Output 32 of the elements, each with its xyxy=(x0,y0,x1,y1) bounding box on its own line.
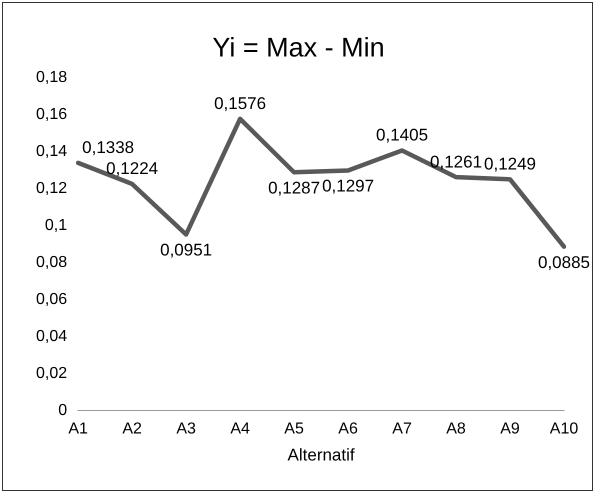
y-tick-label: 0,18 xyxy=(36,68,68,86)
x-tick-label: A7 xyxy=(392,420,412,438)
x-tick-label: A5 xyxy=(284,420,304,438)
y-tick-label: 0,08 xyxy=(36,254,68,271)
x-tick-label: A3 xyxy=(176,420,196,438)
x-tick-label: A6 xyxy=(338,420,358,438)
chart-title: Yi = Max - Min xyxy=(212,32,385,63)
x-tick-label: A8 xyxy=(446,420,466,438)
x-tick-label: A4 xyxy=(230,420,250,438)
data-label: 0,1249 xyxy=(484,154,536,174)
x-tick-label: A9 xyxy=(500,420,520,438)
data-label: 0,1576 xyxy=(214,94,266,114)
y-tick-label: 0 xyxy=(58,402,68,419)
data-label: 0,1287 xyxy=(268,178,320,198)
x-axis-title: Alternatif xyxy=(288,445,355,464)
y-tick-label: 0,14 xyxy=(36,142,68,160)
y-tick-label: 0,16 xyxy=(36,106,68,123)
y-tick-label: 0,06 xyxy=(36,290,68,308)
y-tick-label: 0,02 xyxy=(36,364,68,382)
data-label: 0,1261 xyxy=(430,152,482,172)
data-label: 0,1224 xyxy=(106,159,158,178)
y-tick-label: 0,04 xyxy=(36,328,68,345)
data-label: 0,0885 xyxy=(538,252,590,272)
data-label: 0,1338 xyxy=(82,138,134,158)
data-label: 0,1405 xyxy=(376,126,428,145)
data-label: 0,1297 xyxy=(322,176,374,196)
x-tick-label: A2 xyxy=(122,420,142,438)
data-label: 0,0951 xyxy=(160,240,212,260)
x-tick-label: A10 xyxy=(550,420,578,438)
y-tick-label: 0,12 xyxy=(36,180,68,197)
x-tick-label: A1 xyxy=(68,420,88,438)
y-tick-label: 0,1 xyxy=(44,216,68,234)
